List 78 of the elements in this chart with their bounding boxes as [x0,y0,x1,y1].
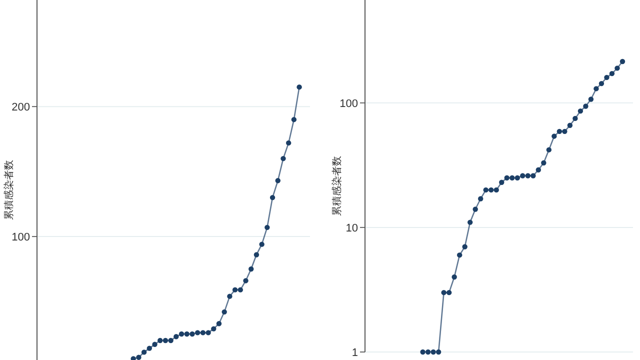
point [248,266,254,272]
point [216,321,222,326]
point [184,331,190,337]
point [441,290,446,296]
point [462,244,468,250]
point [425,349,431,355]
point [420,349,426,355]
point [468,220,473,225]
point [178,331,184,337]
point [254,252,260,258]
point [200,330,206,336]
point [567,122,573,128]
point [436,349,442,355]
point [620,58,626,64]
y-tick-label: 100 [12,232,30,244]
point [583,104,588,109]
point [614,66,620,71]
point [168,338,174,344]
point [604,74,610,80]
y-axis-title: 累積感染者数 [3,160,15,220]
point [572,116,578,122]
point [296,84,302,90]
point [452,274,457,280]
point [270,194,276,200]
point [141,350,147,355]
point [136,354,142,360]
point [552,134,557,139]
point [594,86,599,92]
y-tick-label: 10 [346,222,358,234]
point [238,287,244,292]
point [510,175,515,180]
point [146,346,152,351]
y-axis-title: 累積感染者数 [331,156,343,216]
point [222,309,227,315]
point [158,338,163,344]
point [525,173,530,178]
point [472,206,478,212]
point [206,330,211,336]
point [264,224,270,230]
point [286,140,292,146]
y-tick-label: 200 [12,102,30,114]
point [546,147,552,152]
point [280,156,286,162]
point [243,278,248,284]
point [541,160,546,166]
point [494,187,499,193]
point [499,180,504,185]
point [478,196,484,202]
point [430,349,436,355]
point [211,326,216,332]
point [504,175,510,180]
point [588,96,594,102]
point [232,287,238,292]
point [609,70,615,76]
point [174,334,179,340]
point [536,167,542,172]
point [227,294,232,299]
point [562,128,568,134]
point [578,108,584,114]
point [152,342,158,348]
y-tick-label: 1 [352,347,358,359]
point [190,331,195,337]
point [259,242,264,247]
point [446,290,452,296]
point [520,173,526,178]
point [456,252,462,258]
point [488,187,494,193]
point [291,116,297,122]
point [514,175,520,180]
point [483,187,488,193]
y-tick-label: 100 [340,98,358,110]
point [275,178,280,184]
point [130,356,136,360]
point [556,128,562,134]
point [162,338,168,344]
point [194,330,200,336]
point [598,80,604,86]
point [530,173,536,178]
